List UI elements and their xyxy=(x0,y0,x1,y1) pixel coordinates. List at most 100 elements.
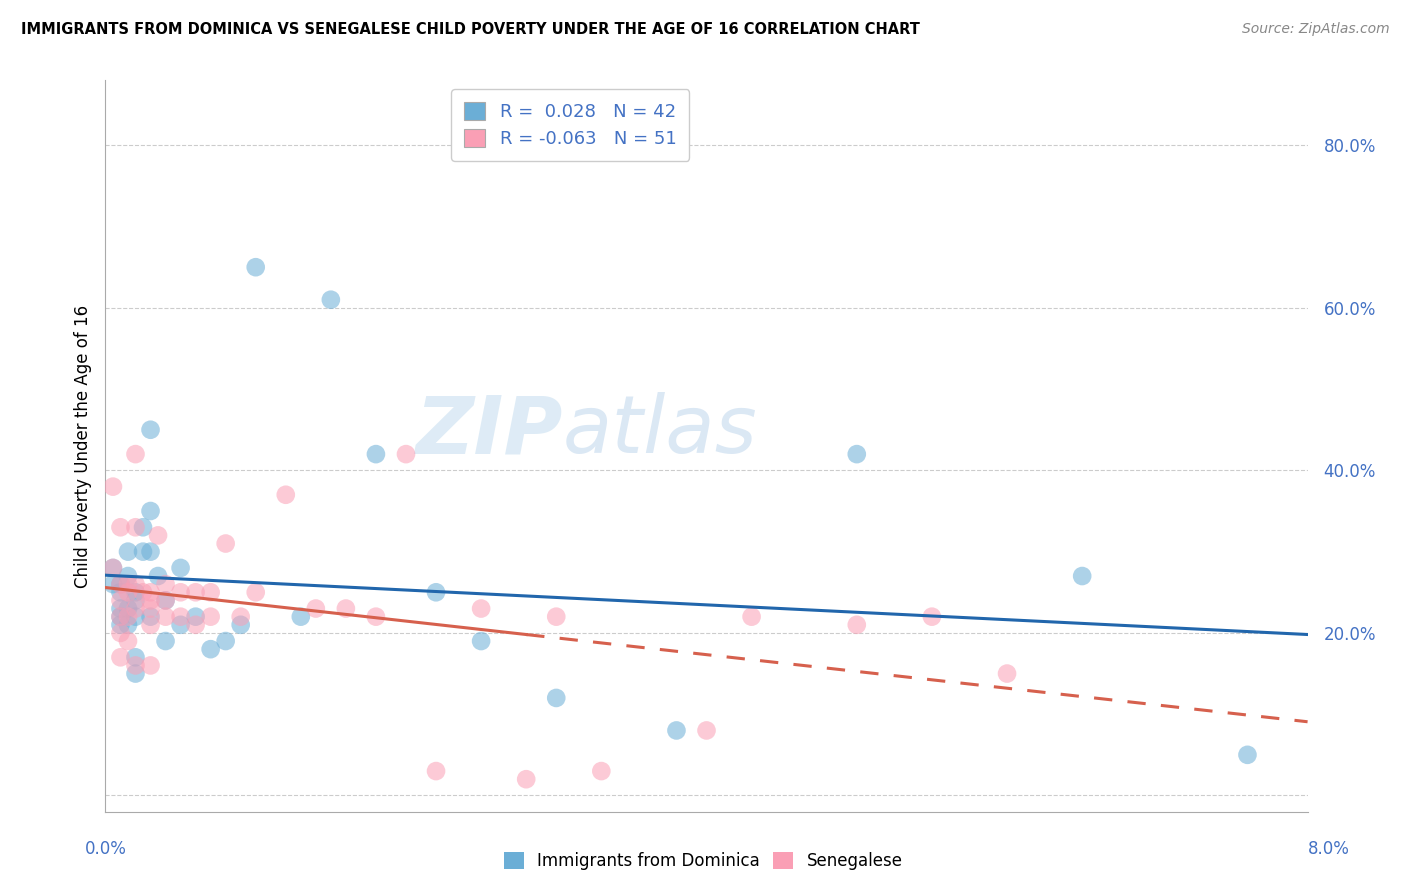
Point xyxy=(124,585,146,599)
Point xyxy=(124,593,146,607)
Point xyxy=(139,658,162,673)
Text: 0.0%: 0.0% xyxy=(84,840,127,858)
Point xyxy=(1071,569,1094,583)
Point xyxy=(155,609,177,624)
Point xyxy=(274,488,297,502)
Point xyxy=(169,585,191,599)
Point xyxy=(146,528,169,542)
Point xyxy=(139,609,162,624)
Point xyxy=(110,593,132,607)
Point xyxy=(110,601,132,615)
Point xyxy=(110,577,132,591)
Point xyxy=(395,447,418,461)
Point xyxy=(229,617,252,632)
Point xyxy=(139,504,162,518)
Point xyxy=(101,577,124,591)
Point xyxy=(117,617,139,632)
Point xyxy=(245,585,267,599)
Point xyxy=(132,585,155,599)
Point xyxy=(305,601,328,615)
Point xyxy=(229,609,252,624)
Point xyxy=(184,617,207,632)
Legend: R =  0.028   N = 42, R = -0.063   N = 51: R = 0.028 N = 42, R = -0.063 N = 51 xyxy=(451,89,689,161)
Point xyxy=(139,423,162,437)
Point xyxy=(101,561,124,575)
Point xyxy=(124,666,146,681)
Point xyxy=(169,609,191,624)
Text: atlas: atlas xyxy=(562,392,756,470)
Point xyxy=(184,585,207,599)
Point xyxy=(155,593,177,607)
Point xyxy=(741,609,763,624)
Point xyxy=(184,609,207,624)
Point xyxy=(364,447,387,461)
Point xyxy=(591,764,613,778)
Point xyxy=(110,520,132,534)
Point xyxy=(200,585,222,599)
Point xyxy=(117,569,139,583)
Point xyxy=(117,577,139,591)
Point xyxy=(515,772,537,787)
Point xyxy=(101,480,124,494)
Point xyxy=(132,544,155,558)
Point xyxy=(364,609,387,624)
Text: Source: ZipAtlas.com: Source: ZipAtlas.com xyxy=(1241,22,1389,37)
Point xyxy=(845,447,868,461)
Text: IMMIGRANTS FROM DOMINICA VS SENEGALESE CHILD POVERTY UNDER THE AGE OF 16 CORRELA: IMMIGRANTS FROM DOMINICA VS SENEGALESE C… xyxy=(21,22,920,37)
Point xyxy=(470,634,492,648)
Point xyxy=(696,723,718,738)
Text: 8.0%: 8.0% xyxy=(1308,840,1350,858)
Point xyxy=(921,609,943,624)
Point xyxy=(124,577,146,591)
Point xyxy=(117,609,139,624)
Legend: Immigrants from Dominica, Senegalese: Immigrants from Dominica, Senegalese xyxy=(496,845,910,877)
Text: ZIP: ZIP xyxy=(415,392,562,470)
Point xyxy=(117,544,139,558)
Point xyxy=(139,593,162,607)
Point xyxy=(110,609,132,624)
Point xyxy=(124,650,146,665)
Point xyxy=(245,260,267,275)
Point xyxy=(139,544,162,558)
Point xyxy=(132,520,155,534)
Point xyxy=(110,585,132,599)
Point xyxy=(139,617,162,632)
Point xyxy=(124,601,146,615)
Point xyxy=(845,617,868,632)
Point xyxy=(139,601,162,615)
Point xyxy=(139,585,162,599)
Point xyxy=(546,609,568,624)
Point xyxy=(155,634,177,648)
Point xyxy=(124,447,146,461)
Point xyxy=(101,561,124,575)
Point xyxy=(214,536,236,550)
Point xyxy=(124,609,146,624)
Point xyxy=(117,634,139,648)
Point xyxy=(117,601,139,615)
Point xyxy=(335,601,357,615)
Point xyxy=(546,690,568,705)
Point xyxy=(155,577,177,591)
Point xyxy=(470,601,492,615)
Point xyxy=(146,569,169,583)
Point xyxy=(214,634,236,648)
Point xyxy=(995,666,1018,681)
Point xyxy=(200,609,222,624)
Point xyxy=(110,577,132,591)
Point xyxy=(665,723,688,738)
Point xyxy=(110,626,132,640)
Point xyxy=(425,764,447,778)
Point xyxy=(117,585,139,599)
Point xyxy=(169,561,191,575)
Point xyxy=(169,617,191,632)
Point xyxy=(124,520,146,534)
Point xyxy=(124,658,146,673)
Point xyxy=(319,293,342,307)
Point xyxy=(110,609,132,624)
Point xyxy=(200,642,222,657)
Point xyxy=(290,609,312,624)
Y-axis label: Child Poverty Under the Age of 16: Child Poverty Under the Age of 16 xyxy=(73,304,91,588)
Point xyxy=(1236,747,1258,762)
Point xyxy=(110,617,132,632)
Point xyxy=(155,593,177,607)
